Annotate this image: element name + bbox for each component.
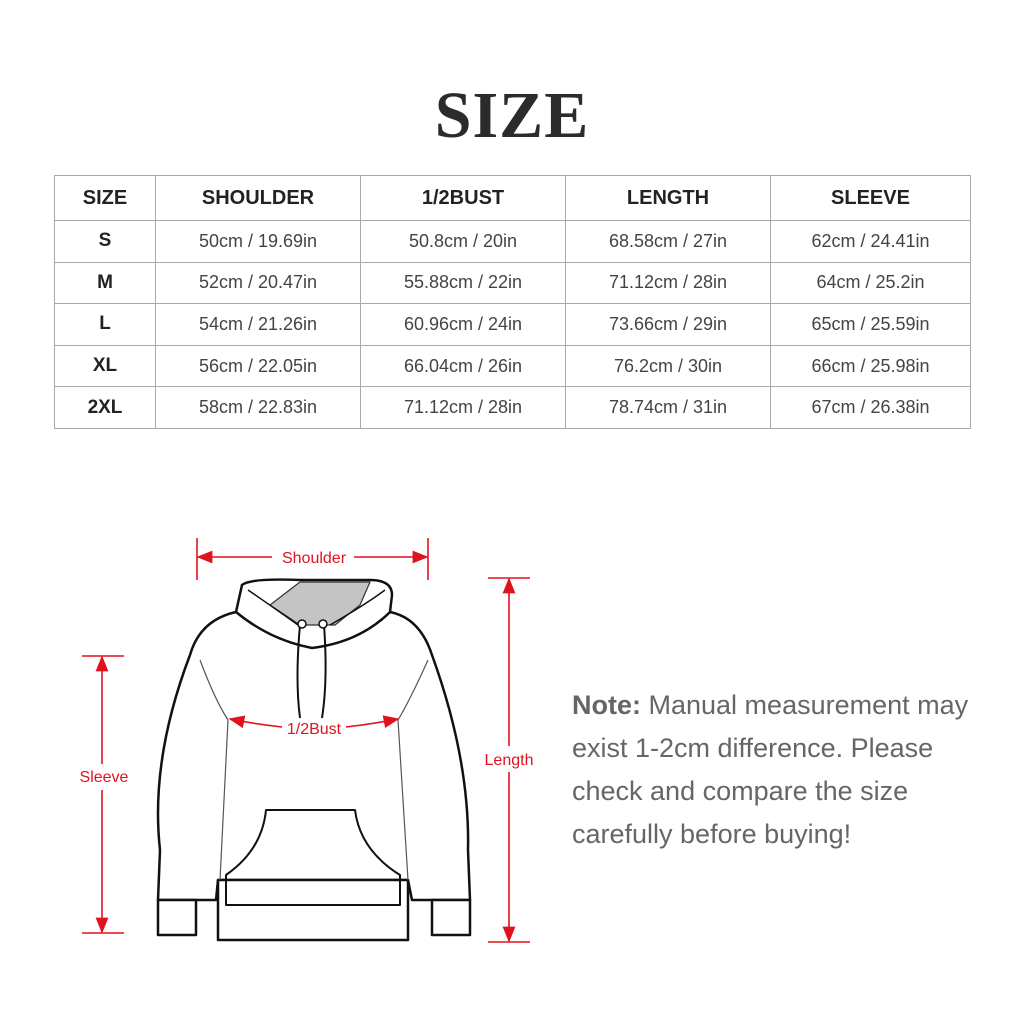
table-row: 2XL 58cm / 22.83in 71.12cm / 28in 78.74cm /…	[54, 386, 971, 429]
page-title: SIZE	[434, 79, 590, 152]
measurement-cell: 68.58cm / 27in	[565, 220, 771, 263]
measurement-note: Note: Manual measurement may exist 1-2cm…	[572, 684, 992, 856]
shoulder-label: Shoulder	[282, 550, 347, 567]
length-label: Length	[485, 752, 534, 769]
measurement-cell: 71.12cm / 28in	[565, 261, 771, 305]
size-cell: M	[54, 261, 156, 305]
col-header: 1/2BUST	[360, 175, 566, 221]
table-row: M 52cm / 20.47in 55.88cm / 22in 71.12cm / 2…	[54, 261, 971, 305]
table-row: XL 56cm / 22.05in 66.04cm / 26in 76.2cm / 3…	[54, 344, 971, 388]
measurement-cell: 66cm / 25.98in	[770, 344, 971, 388]
measurement-lines	[82, 538, 530, 943]
sleeve-label: Sleeve	[80, 769, 129, 786]
measurement-cell: 58cm / 22.83in	[155, 386, 361, 429]
col-header: SLEEVE	[770, 175, 971, 221]
col-header: SIZE	[54, 175, 156, 221]
table-header-row: SIZE SHOULDER 1/2BUST LENGTH SLEEVE	[54, 175, 971, 221]
size-cell: S	[54, 220, 156, 263]
measurement-cell: 65cm / 25.59in	[770, 303, 971, 346]
note-label: Note:	[572, 690, 641, 720]
table-row: L 54cm / 21.26in 60.96cm / 24in 73.66cm / 2…	[54, 303, 971, 346]
hoodie-illustration	[156, 578, 472, 942]
size-cell: 2XL	[54, 386, 156, 429]
measurement-cell: 78.74cm / 31in	[565, 386, 771, 429]
size-cell: L	[54, 303, 156, 346]
col-header: LENGTH	[565, 175, 771, 221]
col-header: SHOULDER	[155, 175, 361, 221]
measurement-cell: 73.66cm / 29in	[565, 303, 771, 346]
measurement-cell: 54cm / 21.26in	[155, 303, 361, 346]
measurement-cell: 50cm / 19.69in	[155, 220, 361, 263]
measurement-cell: 67cm / 26.38in	[770, 386, 971, 429]
measurement-cell: 71.12cm / 28in	[360, 386, 566, 429]
measurement-cell: 64cm / 25.2in	[770, 261, 971, 305]
measurement-cell: 52cm / 20.47in	[155, 261, 361, 305]
measurement-cell: 56cm / 22.05in	[155, 344, 361, 388]
size-table: SIZE SHOULDER 1/2BUST LENGTH SLEEVE S 50c…	[54, 175, 971, 429]
table-row: S 50cm / 19.69in 50.8cm / 20in 68.58cm / 27…	[54, 220, 971, 263]
measurement-cell: 55.88cm / 22in	[360, 261, 566, 305]
note-text: Manual measurement may exist 1-2cm diffe…	[572, 690, 969, 849]
measurement-cell: 62cm / 24.41in	[770, 220, 971, 263]
bust-label: 1/2Bust	[287, 721, 342, 738]
